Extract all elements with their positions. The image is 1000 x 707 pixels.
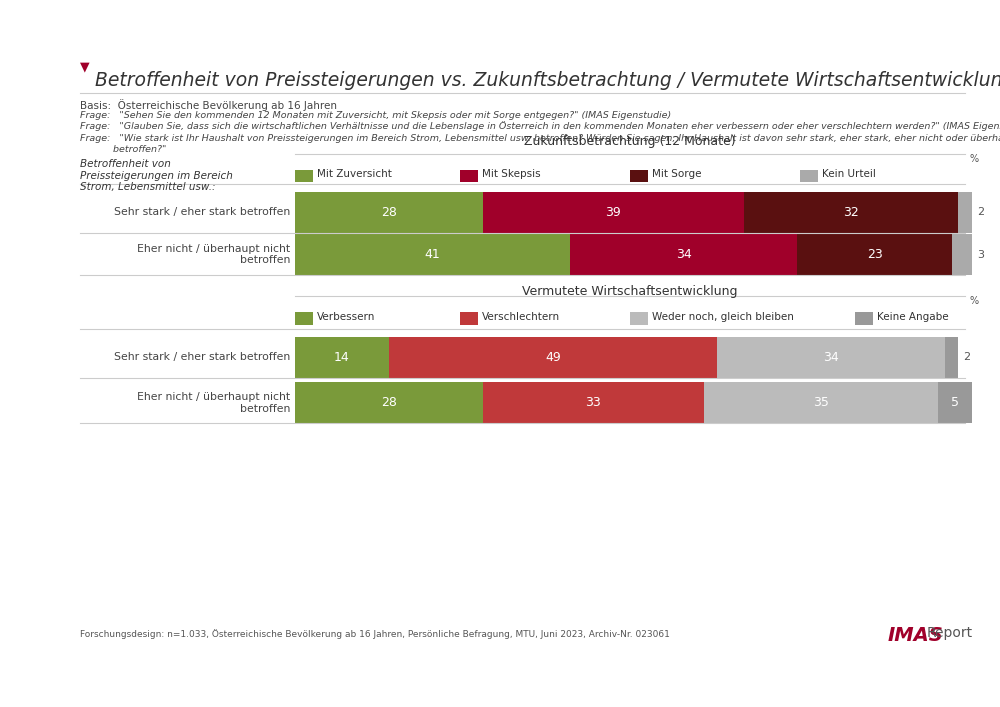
Text: 41: 41 (424, 248, 440, 261)
Text: Mit Sorge: Mit Sorge (652, 169, 702, 179)
Text: Sehr stark / eher stark betroffen: Sehr stark / eher stark betroffen (114, 352, 290, 362)
Text: Verbessern: Verbessern (317, 312, 375, 322)
Text: Vermutete Wirtschaftsentwicklung: Vermutete Wirtschaftsentwicklung (522, 286, 738, 298)
Text: IMAS: IMAS (887, 626, 943, 645)
Text: 23: 23 (867, 248, 882, 261)
Text: Zukunftsbetrachtung (12 Monate): Zukunftsbetrachtung (12 Monate) (524, 136, 736, 148)
Text: 49: 49 (545, 351, 561, 363)
Text: 28: 28 (381, 206, 397, 218)
Text: Mit Skepsis: Mit Skepsis (482, 169, 541, 179)
Text: %: % (970, 154, 979, 164)
Text: Forschungsdesign: n=1.033, Österreichische Bevölkerung ab 16 Jahren, Persönliche: Forschungsdesign: n=1.033, Österreichisc… (80, 629, 670, 639)
Text: Mit Zuversicht: Mit Zuversicht (317, 169, 392, 179)
Text: Frage:   "Glauben Sie, dass sich die wirtschaftlichen Verhältnisse und die Leben: Frage: "Glauben Sie, dass sich die wirts… (80, 122, 1000, 132)
Text: Betroffenheit von Preissteigerungen vs. Zukunftsbetrachtung / Vermutete Wirtscha: Betroffenheit von Preissteigerungen vs. … (95, 71, 1000, 90)
Text: 33: 33 (585, 397, 601, 409)
Text: ▼: ▼ (80, 60, 90, 73)
Text: 34: 34 (676, 248, 691, 261)
Text: Betroffenheit von
Preissteigerungen im Bereich
Strom, Lebensmittel usw.:: Betroffenheit von Preissteigerungen im B… (80, 159, 233, 192)
Text: Kein Urteil: Kein Urteil (822, 169, 876, 179)
Text: %: % (970, 296, 979, 305)
Text: Frage:   "Wie stark ist Ihr Haushalt von Preissteigerungen im Bereich Strom, Leb: Frage: "Wie stark ist Ihr Haushalt von P… (80, 134, 1000, 153)
Text: Sehr stark / eher stark betroffen: Sehr stark / eher stark betroffen (114, 207, 290, 217)
Text: 28: 28 (381, 397, 397, 409)
Text: Frage:   "Sehen Sie den kommenden 12 Monaten mit Zuversicht, mit Skepsis oder mi: Frage: "Sehen Sie den kommenden 12 Monat… (80, 111, 671, 120)
Text: 35: 35 (813, 397, 829, 409)
Text: Verschlechtern: Verschlechtern (482, 312, 560, 322)
Text: Report: Report (927, 626, 973, 640)
Text: 39: 39 (605, 206, 621, 218)
Text: 34: 34 (823, 351, 839, 363)
Text: Eher nicht / überhaupt nicht
betroffen: Eher nicht / überhaupt nicht betroffen (137, 392, 290, 414)
Text: 2: 2 (977, 207, 984, 217)
Text: Basis:  Österreichische Bevölkerung ab 16 Jahren: Basis: Österreichische Bevölkerung ab 16… (80, 99, 337, 111)
Text: Weder noch, gleich bleiben: Weder noch, gleich bleiben (652, 312, 794, 322)
Text: 2: 2 (963, 352, 970, 362)
Text: Keine Angabe: Keine Angabe (877, 312, 949, 322)
Text: 3: 3 (977, 250, 984, 259)
Text: 14: 14 (334, 351, 350, 363)
Text: 5: 5 (951, 397, 959, 409)
Text: Eher nicht / überhaupt nicht
betroffen: Eher nicht / überhaupt nicht betroffen (137, 244, 290, 265)
Text: 32: 32 (843, 206, 859, 218)
